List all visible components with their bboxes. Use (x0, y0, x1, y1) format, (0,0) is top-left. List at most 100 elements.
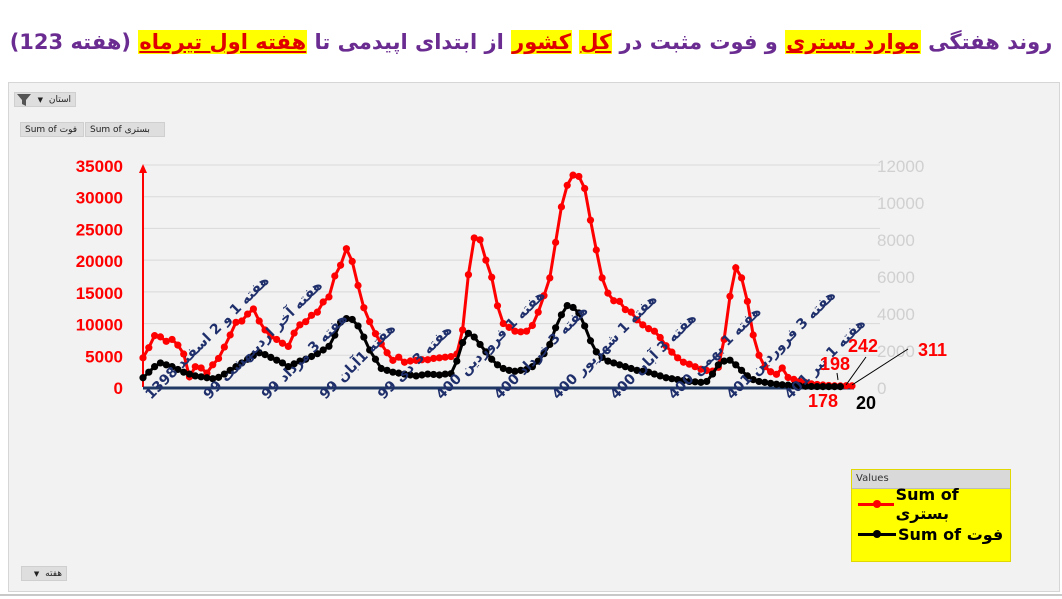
data-point (610, 297, 618, 305)
data-point (592, 348, 600, 356)
data-point (732, 361, 740, 369)
y-left-tick: 35000 (76, 157, 123, 176)
data-point (534, 357, 542, 365)
data-point (737, 274, 746, 282)
data-point (749, 331, 757, 339)
data-point (406, 371, 414, 379)
data-point (214, 373, 223, 381)
data-point (185, 370, 194, 378)
data-point (313, 308, 321, 316)
week-axis-field-button[interactable]: هفته ▼ (21, 566, 67, 581)
y-left-tick: 10000 (76, 316, 123, 335)
data-point (662, 374, 670, 382)
data-point (644, 368, 653, 376)
data-point (168, 335, 176, 344)
data-point (336, 261, 345, 269)
data-point (197, 364, 205, 372)
data-point (749, 376, 757, 384)
data-point (383, 366, 391, 374)
data-point (581, 184, 589, 193)
data-point (569, 303, 577, 312)
data-point (528, 363, 536, 371)
data-point (703, 377, 711, 386)
data-point (726, 292, 734, 300)
data-point (761, 363, 769, 371)
data-point (807, 382, 815, 391)
data-point (633, 366, 641, 374)
data-point (435, 371, 443, 379)
data-point (429, 370, 438, 379)
data-point (232, 363, 240, 371)
data-point (459, 339, 467, 347)
data-point (395, 369, 403, 377)
funnel-filter-icon (17, 94, 31, 106)
y-left-tick: 20000 (76, 252, 123, 271)
data-point (482, 256, 490, 264)
data-point (639, 367, 647, 375)
data-point (435, 354, 443, 362)
data-point (743, 297, 751, 305)
data-point (482, 348, 490, 356)
data-point (278, 339, 287, 347)
data-point (604, 357, 612, 365)
data-point (470, 234, 478, 242)
data-point (273, 335, 281, 344)
field-button-death[interactable]: Sum of فوت (20, 122, 84, 137)
data-point (156, 333, 165, 341)
data-point (737, 366, 746, 374)
data-point (697, 378, 705, 386)
data-point (540, 350, 548, 358)
data-point (238, 359, 246, 367)
data-point (290, 329, 298, 337)
data-point (267, 353, 275, 361)
data-point (790, 375, 798, 383)
data-point (284, 342, 292, 351)
axis-arrow-icon (139, 164, 147, 173)
data-point (784, 381, 792, 389)
data-point (522, 327, 531, 335)
data-point (151, 332, 159, 340)
data-point (493, 302, 502, 310)
x-tick-label: هفته آخر اردیبهشت 99 (199, 276, 326, 403)
data-point (400, 370, 409, 378)
data-point (830, 383, 839, 391)
data-point (505, 323, 513, 331)
data-point (360, 333, 368, 341)
data-point (726, 356, 734, 364)
data-point (732, 264, 740, 272)
data-point (476, 340, 484, 349)
data-point (180, 350, 188, 358)
data-point (703, 366, 711, 375)
data-point (528, 321, 536, 330)
field-button-hospitalized[interactable]: Sum of بستری (85, 122, 165, 137)
leader-line (836, 372, 839, 381)
data-point (244, 355, 252, 363)
data-point (708, 370, 717, 378)
divider (0, 594, 1062, 596)
data-point (511, 327, 519, 335)
province-filter-button[interactable]: استان ▼ (14, 92, 76, 107)
data-point (313, 350, 321, 358)
data-point (162, 361, 170, 369)
data-point (639, 321, 647, 329)
data-point (522, 365, 531, 374)
data-point (174, 365, 182, 374)
y-left-tick: 5000 (85, 347, 123, 366)
data-point (203, 374, 211, 382)
data-point (319, 346, 327, 354)
data-point (249, 351, 258, 360)
y-left-tick: 15000 (76, 284, 123, 303)
data-point (772, 370, 781, 378)
data-point (825, 383, 833, 391)
data-point (191, 372, 199, 380)
data-point (679, 376, 688, 385)
data-point (139, 354, 147, 362)
data-point (685, 360, 693, 368)
data-point (244, 310, 252, 318)
data-point (209, 375, 217, 383)
leader-line (845, 356, 867, 386)
data-point (371, 355, 380, 363)
y-right-tick: 4000 (877, 305, 915, 324)
data-point (784, 373, 792, 382)
